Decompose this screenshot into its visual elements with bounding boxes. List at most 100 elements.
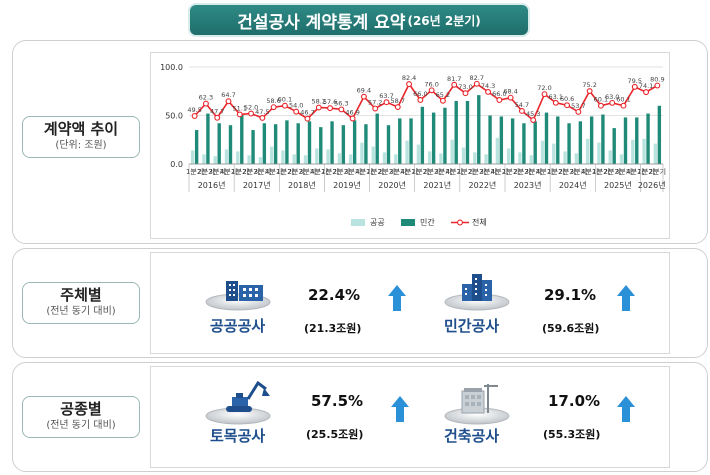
quarter-label: 2분기	[288, 167, 305, 176]
total-point	[654, 82, 661, 89]
year-label: 2023년	[514, 180, 542, 190]
year-label: 2026년	[638, 180, 666, 190]
quarter-label: 3분기	[299, 167, 316, 176]
total-point	[417, 97, 424, 103]
total-data-label: 49.5	[187, 106, 201, 114]
public-up-arrow-icon	[388, 285, 406, 311]
private-bar	[319, 127, 323, 164]
public-bar	[461, 147, 466, 164]
total-point	[225, 98, 232, 105]
civil-name: 토목공사	[210, 427, 266, 445]
private-bar	[330, 121, 334, 164]
subject-label: 주체별	[60, 286, 102, 304]
private-bar	[533, 121, 537, 164]
public-bar	[337, 153, 342, 164]
total-point	[451, 81, 458, 88]
private-bar	[262, 123, 267, 164]
civil-pct: 57.5%	[311, 392, 364, 410]
total-point	[643, 89, 650, 96]
public-bar	[552, 143, 556, 164]
civil-amount: (25.5조원)	[306, 428, 364, 441]
private-bar	[206, 113, 210, 164]
type-label-box: 공종별 (전년 동기 대비)	[22, 396, 140, 438]
public-bar	[473, 152, 477, 164]
quarter-label: 4분기	[536, 167, 553, 176]
quarter-label: 4분기	[265, 167, 282, 176]
private-bar	[273, 124, 278, 164]
total-point	[496, 97, 503, 103]
total-point	[259, 114, 266, 121]
year-label: 2020년	[378, 180, 406, 190]
private-bar	[285, 120, 289, 164]
private-bar	[431, 112, 436, 164]
private-bar	[364, 124, 368, 164]
private-bar	[420, 106, 425, 164]
private-bar	[488, 115, 492, 164]
quarter-label: 3분기	[254, 167, 271, 176]
public-bar	[619, 154, 624, 164]
quarter-label: 1분기	[276, 167, 293, 176]
private-bar	[251, 130, 255, 164]
total-data-label: 75.2	[582, 81, 596, 89]
private-bar	[510, 118, 515, 164]
total-data-label: 51.1	[233, 104, 247, 112]
total-data-label: 58.2	[312, 98, 326, 106]
y-tick-label: 50.0	[165, 112, 183, 121]
private-bar	[578, 121, 583, 164]
total-data-label: 81.7	[447, 75, 461, 83]
public-bar	[224, 149, 229, 164]
total-point	[530, 117, 537, 124]
private-bar	[601, 114, 605, 164]
total-data-label: 62.3	[199, 94, 213, 102]
public-bar	[315, 148, 319, 164]
total-data-label: 69.4	[357, 87, 371, 95]
total-point	[248, 110, 255, 117]
private-bar	[217, 123, 221, 164]
total-data-label: 68.4	[503, 88, 517, 96]
public-name: 공공공사	[210, 317, 266, 335]
year-label: 2022년	[469, 180, 497, 190]
total-data-label: 60.6	[560, 95, 574, 103]
quarter-label: 1분기	[412, 167, 429, 176]
public-bar	[371, 146, 375, 164]
quarter-label: 4분기	[626, 167, 643, 176]
private-up-arrow-icon	[617, 285, 635, 311]
private-bar	[341, 125, 346, 164]
year-label: 2017년	[243, 180, 271, 190]
year-label: 2024년	[559, 180, 587, 190]
legend-marker	[457, 219, 463, 226]
total-data-label: 46.9	[345, 109, 359, 117]
public-bar	[236, 151, 240, 164]
total-point	[281, 102, 288, 109]
total-point	[383, 99, 390, 106]
year-label: 2018년	[288, 180, 316, 190]
quarter-label: 2분기	[513, 167, 530, 176]
quarter-label: 4분기	[400, 167, 417, 176]
total-point	[462, 90, 469, 97]
year-label: 2019년	[333, 180, 361, 190]
total-point	[214, 114, 221, 121]
total-point	[360, 93, 367, 100]
quarter-label: 3분기	[434, 167, 451, 176]
public-bar	[484, 154, 488, 164]
legend-swatch	[401, 219, 415, 226]
total-data-label: 57.2	[368, 99, 382, 107]
public-pct: 22.4%	[308, 286, 361, 304]
public-bar	[190, 150, 195, 164]
subject-sub: (전년 동기 대비)	[46, 306, 116, 317]
quarter-label: 1분기	[502, 167, 519, 176]
total-data-label: 66.0	[413, 90, 427, 98]
private-bar	[465, 100, 470, 164]
public-bar	[439, 153, 443, 164]
public-bar	[427, 151, 432, 164]
public-bar	[382, 152, 387, 164]
private-bar	[657, 105, 662, 164]
total-data-label: 58.6	[266, 97, 280, 105]
private-bar	[522, 123, 526, 164]
private-bar	[296, 123, 300, 164]
public-amount: (21.3조원)	[304, 322, 362, 335]
public-bar	[529, 155, 533, 164]
quarter-label: 2분기	[378, 167, 395, 176]
private-amount: (59.6조원)	[542, 322, 600, 335]
